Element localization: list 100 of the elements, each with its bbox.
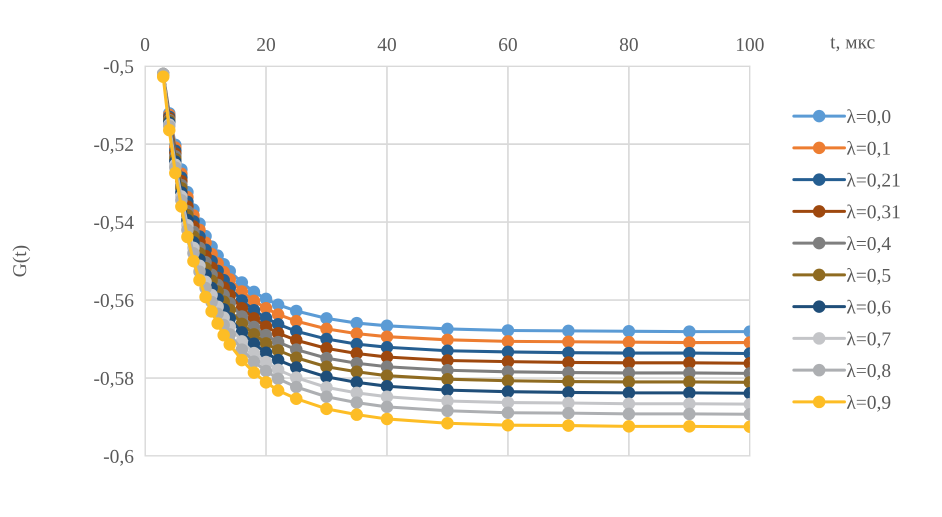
legend-label: λ=0,1 bbox=[846, 140, 890, 158]
legend-label: λ=0,31 bbox=[846, 204, 900, 222]
point bbox=[181, 230, 194, 244]
point bbox=[290, 392, 303, 405]
point bbox=[502, 396, 514, 409]
point bbox=[683, 376, 696, 388]
legend-label: λ=0,0 bbox=[846, 109, 890, 126]
legend-label: λ=0,7 bbox=[846, 332, 891, 348]
point bbox=[320, 360, 333, 373]
point bbox=[248, 366, 260, 379]
point bbox=[562, 419, 575, 432]
point bbox=[683, 408, 696, 420]
point bbox=[622, 408, 636, 420]
point bbox=[156, 70, 170, 83]
point bbox=[441, 334, 454, 346]
point bbox=[193, 274, 206, 286]
y-tick-label: -0,58 bbox=[94, 372, 134, 388]
point bbox=[290, 380, 303, 394]
point bbox=[622, 356, 636, 370]
point bbox=[502, 335, 514, 348]
point bbox=[236, 354, 248, 366]
point bbox=[380, 412, 394, 426]
legend-label: λ=0,9 bbox=[846, 395, 890, 412]
point bbox=[562, 356, 575, 369]
point bbox=[380, 369, 394, 382]
x-tick-label: 80 bbox=[620, 38, 638, 52]
point bbox=[683, 325, 696, 338]
point bbox=[320, 312, 333, 325]
legend-label: λ=0,8 bbox=[846, 363, 890, 380]
point bbox=[622, 336, 636, 348]
x-tick-label: 20 bbox=[257, 38, 275, 52]
point bbox=[622, 376, 636, 388]
point bbox=[290, 314, 303, 328]
point bbox=[350, 376, 363, 389]
y-axis-title: G(t) bbox=[12, 246, 30, 276]
point bbox=[683, 356, 696, 370]
point bbox=[441, 372, 454, 386]
point bbox=[441, 322, 454, 336]
legend-label: λ=0,21 bbox=[846, 172, 900, 190]
point bbox=[320, 322, 333, 336]
point bbox=[683, 336, 696, 349]
y-tick-label: -0,6 bbox=[104, 450, 134, 466]
point bbox=[622, 398, 636, 410]
point bbox=[248, 355, 260, 368]
point bbox=[380, 400, 394, 414]
point bbox=[350, 396, 363, 409]
point bbox=[290, 361, 303, 374]
point bbox=[502, 406, 514, 419]
y-tick-label: -0,56 bbox=[94, 294, 134, 310]
point bbox=[272, 384, 284, 397]
point bbox=[320, 370, 333, 384]
point bbox=[622, 325, 636, 338]
point bbox=[320, 402, 333, 416]
point bbox=[260, 376, 272, 389]
point bbox=[223, 338, 236, 351]
x-tick-label: 100 bbox=[736, 38, 764, 52]
y-tick-label: -0,52 bbox=[94, 138, 133, 154]
x-tick-label: 0 bbox=[140, 38, 150, 52]
point bbox=[205, 305, 218, 318]
point bbox=[562, 375, 575, 388]
point bbox=[502, 385, 514, 398]
point bbox=[622, 420, 636, 433]
point bbox=[260, 364, 272, 378]
point bbox=[683, 386, 696, 400]
point bbox=[272, 372, 284, 386]
point bbox=[622, 386, 636, 400]
point bbox=[350, 408, 363, 421]
point bbox=[350, 366, 363, 378]
point bbox=[502, 324, 514, 337]
point bbox=[441, 404, 454, 418]
x-tick-label: 40 bbox=[378, 38, 396, 52]
point bbox=[502, 355, 514, 368]
y-tick-label: -0,54 bbox=[94, 216, 134, 232]
x-tick-label: 60 bbox=[499, 38, 517, 52]
point bbox=[211, 317, 224, 330]
point bbox=[290, 304, 303, 318]
point bbox=[502, 418, 514, 432]
legend-label: λ=0,4 bbox=[846, 236, 891, 253]
point bbox=[562, 386, 575, 399]
y-tick-label: -0,5 bbox=[104, 60, 134, 76]
point bbox=[502, 374, 514, 388]
point bbox=[441, 384, 454, 396]
point bbox=[562, 396, 575, 410]
point bbox=[683, 420, 696, 433]
point bbox=[380, 390, 394, 403]
legend-label: λ=0,6 bbox=[846, 300, 891, 316]
legend-label: λ=0,5 bbox=[846, 268, 890, 285]
point bbox=[562, 324, 575, 338]
point bbox=[175, 200, 188, 213]
point bbox=[562, 406, 575, 420]
point bbox=[380, 380, 394, 392]
point bbox=[350, 327, 363, 340]
point bbox=[441, 417, 454, 430]
point bbox=[199, 290, 212, 304]
point bbox=[187, 254, 200, 268]
point bbox=[350, 316, 363, 330]
point bbox=[320, 390, 333, 403]
point bbox=[169, 166, 182, 180]
point bbox=[163, 124, 176, 136]
point bbox=[380, 320, 394, 332]
